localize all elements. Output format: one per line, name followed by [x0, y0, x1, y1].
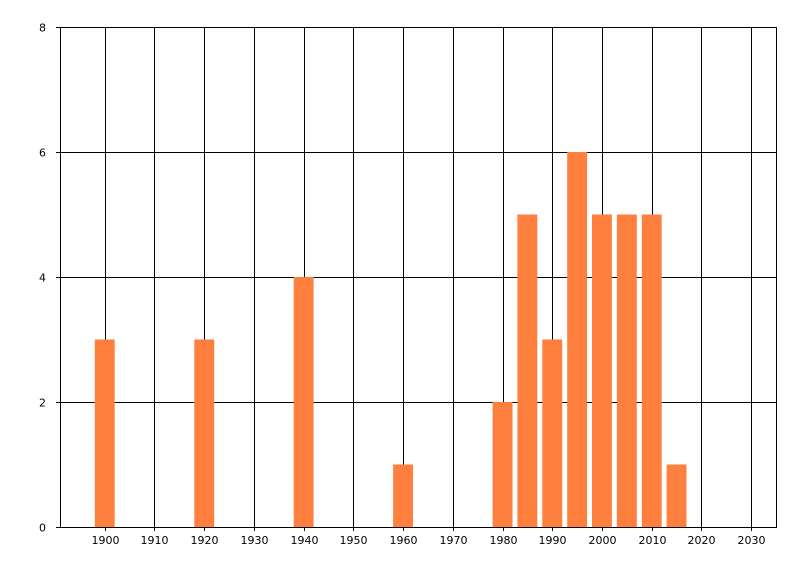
x-tick-label: 1910: [141, 534, 169, 547]
bar: [492, 402, 513, 527]
bar: [393, 464, 413, 527]
bar: [542, 339, 563, 527]
y-tick-label: 6: [39, 147, 46, 160]
bar: [517, 214, 538, 527]
bar: [567, 152, 588, 527]
axes: [56, 27, 777, 531]
x-tick-label: 1920: [191, 534, 219, 547]
x-tick-label: 2020: [688, 534, 716, 547]
y-tick-label: 4: [39, 272, 46, 285]
y-tick-label: 8: [39, 22, 46, 35]
x-tick-label: 2010: [639, 534, 667, 547]
bar: [616, 214, 637, 527]
gridlines: [60, 27, 777, 528]
x-tick-label: 1930: [241, 534, 269, 547]
bars: [94, 152, 687, 527]
x-tick-label: 2030: [738, 534, 766, 547]
bar: [194, 339, 215, 527]
x-tick-label: 1980: [490, 534, 518, 547]
tick-labels: 0 2 4 6 8 1900 1910 1920 1930 1940 1950 1960 1970 198…: [39, 22, 766, 548]
x-tick-label: 1970: [440, 534, 468, 547]
x-tick-label: 1950: [340, 534, 368, 547]
x-tick-label: 1940: [291, 534, 319, 547]
bar: [592, 214, 612, 527]
x-tick-label: 1960: [390, 534, 418, 547]
bar: [666, 464, 687, 527]
y-tick-label: 2: [39, 397, 46, 410]
x-tick-label: 2000: [589, 534, 617, 547]
bar: [94, 339, 115, 527]
y-tick-label: 0: [39, 522, 46, 535]
x-tick-label: 1900: [92, 534, 120, 547]
bar: [641, 214, 662, 527]
bar: [293, 277, 314, 527]
x-tick-label: 1990: [539, 534, 567, 547]
